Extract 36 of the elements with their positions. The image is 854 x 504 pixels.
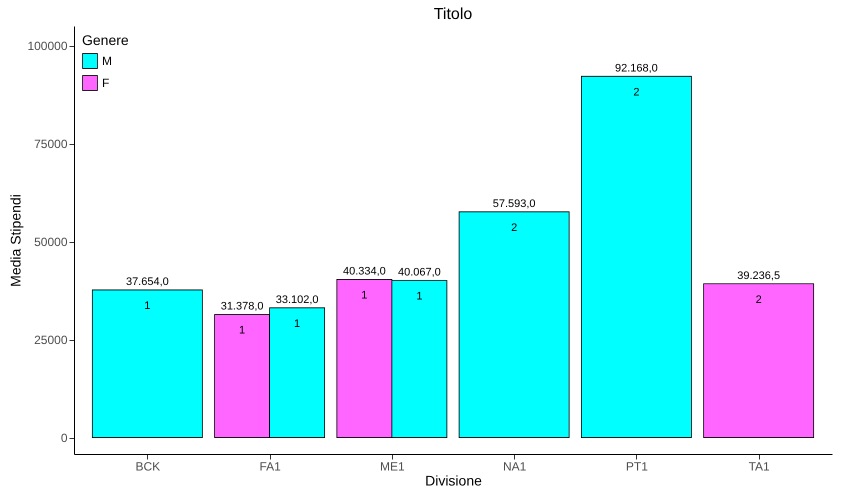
- bar: [580, 76, 692, 438]
- annotation: 2: [756, 294, 762, 306]
- legend-title: Genere: [82, 32, 129, 48]
- x-tick-label: BCK: [136, 460, 160, 474]
- bar: [92, 290, 203, 438]
- annotation: 1: [144, 300, 150, 312]
- data-label: 31.378,0: [220, 300, 264, 313]
- y-tick-label: 100000: [27, 39, 68, 54]
- y-tick-label: 50000: [34, 235, 68, 250]
- x-tick-label: TA1: [748, 460, 770, 474]
- annotation: 1: [294, 318, 300, 330]
- x-tick-label: PT1: [626, 460, 648, 474]
- data-label: 39.236,5: [737, 270, 780, 282]
- annotation: 2: [511, 222, 518, 234]
- y-tick-label: 75000: [34, 137, 68, 152]
- data-label: 57.593,0: [492, 198, 536, 210]
- y-tick-label: 25000: [34, 333, 68, 348]
- data-label: 40.067,0: [398, 266, 441, 278]
- annotation: 2: [633, 86, 640, 98]
- chart-title: Titolo: [434, 6, 472, 23]
- x-tick-label: ME1: [380, 460, 406, 474]
- x-tick-label: FA1: [259, 460, 282, 474]
- legend-label: F: [102, 76, 110, 90]
- data-label: 37.654,0: [126, 276, 169, 288]
- annotation: 1: [361, 289, 368, 302]
- bar: [458, 211, 570, 438]
- annotation: 1: [239, 324, 246, 337]
- y-axis-title: Media Stipendi: [7, 194, 24, 287]
- data-label: 92.168,0: [614, 62, 658, 74]
- data-label: 33.102,0: [276, 294, 319, 306]
- annotation: 1: [416, 290, 422, 302]
- y-tick-label: 0: [60, 431, 68, 446]
- data-label: 40.334,0: [342, 265, 386, 278]
- legend-label: M: [102, 54, 112, 68]
- x-tick-label: NA1: [502, 460, 527, 474]
- x-axis-title: Divisione: [425, 472, 482, 488]
